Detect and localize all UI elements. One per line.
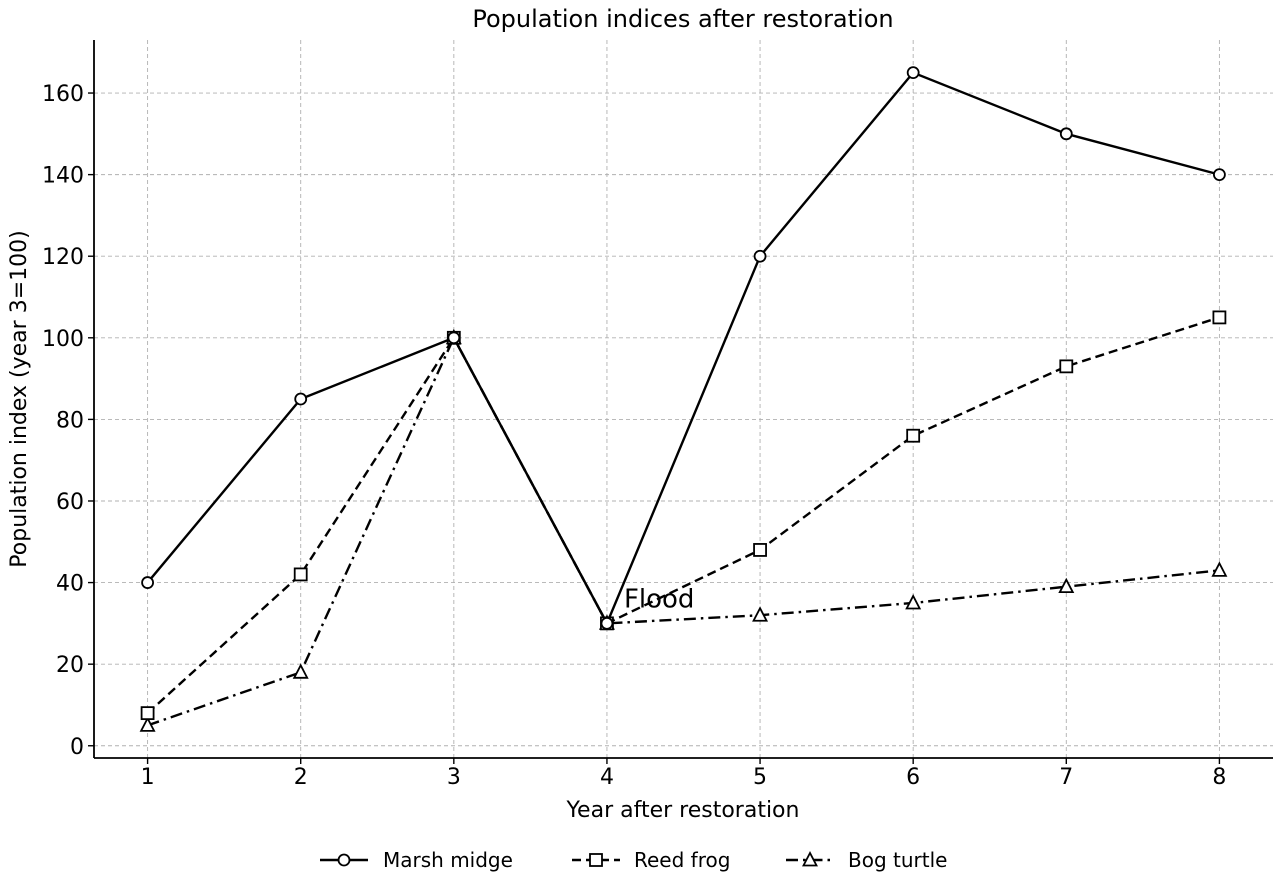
series-group [139,66,1228,732]
legend-label: Marsh midge [383,848,513,872]
data-point [1059,127,1073,141]
data-point [293,567,308,582]
data-point [1211,561,1228,577]
legend-item-bog-turtle: Bog turtle [786,848,947,872]
data-point [906,66,920,80]
legend: Marsh midge Reed frog Bog turtle [320,848,947,872]
x-tick-label: 3 [447,765,461,790]
y-tick-label: 0 [70,735,84,760]
y-tick-label: 140 [42,164,84,189]
data-point [1212,310,1227,325]
series-line [146,71,1220,627]
x-tick-label: 8 [1212,765,1226,790]
data-point [292,663,309,679]
x-tick-label: 7 [1059,765,1073,790]
legend-item-reed-frog: Reed frog [572,848,730,872]
chart-title: Population indices after restoration [472,5,893,33]
data-point [905,594,922,610]
x-axis-title: Year after restoration [566,798,800,823]
y-tick-label: 80 [56,408,84,433]
x-tick-label: 1 [141,765,155,790]
series-line [146,316,1220,715]
legend-item-marsh-midge: Marsh midge [320,848,513,872]
data-point [1058,577,1075,594]
x-tick-label: 6 [906,765,920,790]
data-point [140,706,155,721]
series-reed-frog [140,310,1227,721]
data-point [294,392,308,406]
y-tick-label: 40 [56,572,84,597]
annotations: Flood [624,584,695,614]
y-tick-label: 60 [56,490,84,515]
legend-marker [802,851,818,867]
data-point [753,543,767,557]
x-tick-label: 4 [600,765,614,790]
data-point [1213,168,1226,182]
data-point [447,331,461,345]
legend-marker [589,853,603,867]
y-tick-label: 120 [42,245,84,270]
y-tick-label: 20 [56,653,84,678]
data-point [139,716,156,732]
legend-marker [337,853,351,867]
y-tick-label: 160 [42,82,84,107]
data-point [1059,359,1074,374]
series-bog-turtle [139,328,1228,732]
data-point [141,576,154,589]
data-point [906,428,921,443]
series-line [147,335,1220,727]
y-tick-label: 100 [42,327,84,352]
data-point [753,249,767,263]
series-marsh-midge [141,66,1226,630]
x-tick-label: 5 [753,765,767,790]
annotation-flood: Flood [624,584,695,614]
legend-label: Bog turtle [848,848,947,872]
legend-label: Reed frog [634,848,730,872]
data-point [600,616,614,630]
grid [94,40,1273,758]
y-axis-title: Population index (year 3=100) [7,230,32,567]
x-tick-label: 2 [294,765,308,790]
data-point [752,606,769,622]
